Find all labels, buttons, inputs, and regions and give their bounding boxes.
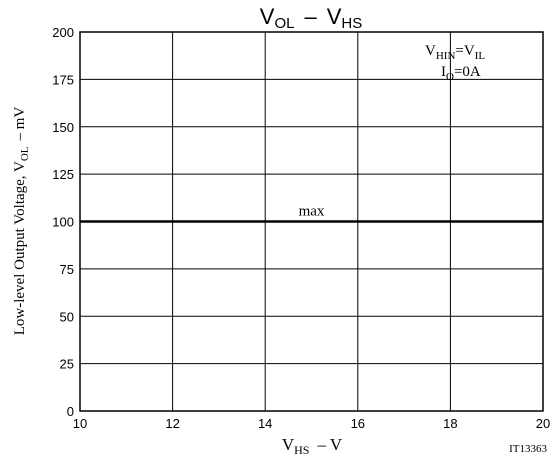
series-group: max bbox=[80, 204, 543, 223]
x-tick-labels: 10 12 14 16 18 20 bbox=[73, 416, 550, 431]
grid bbox=[80, 32, 543, 411]
y-tick-label: 100 bbox=[52, 215, 74, 230]
x-tick-label: 20 bbox=[536, 416, 550, 431]
condition-io: IO=0A bbox=[441, 64, 481, 83]
y-tick-label: 75 bbox=[60, 262, 74, 277]
y-tick-label: 175 bbox=[52, 72, 74, 87]
x-tick-label: 18 bbox=[443, 416, 457, 431]
condition-vhin: VHIN=VIL bbox=[425, 43, 485, 62]
y-tick-label: 150 bbox=[52, 120, 74, 135]
y-tick-label: 50 bbox=[60, 309, 74, 324]
figure-id: IT13363 bbox=[509, 443, 547, 455]
y-axis-label: Low-level Output Voltage, VOL– mV bbox=[12, 107, 31, 336]
x-tick-label: 16 bbox=[351, 416, 365, 431]
y-tick-label: 0 bbox=[67, 404, 74, 419]
y-tick-label: 200 bbox=[52, 25, 74, 40]
y-tick-label: 125 bbox=[52, 167, 74, 182]
x-tick-label: 14 bbox=[258, 416, 272, 431]
x-axis-label: VHS – V bbox=[282, 435, 343, 457]
x-tick-label: 12 bbox=[165, 416, 179, 431]
series-label: max bbox=[299, 204, 325, 220]
x-tick-label: 10 bbox=[73, 416, 87, 431]
y-tick-labels: 0 25 50 75 100 125 150 175 200 bbox=[52, 25, 74, 419]
y-tick-label: 25 bbox=[60, 357, 74, 372]
chart-title: VOL – VHS bbox=[260, 4, 362, 32]
